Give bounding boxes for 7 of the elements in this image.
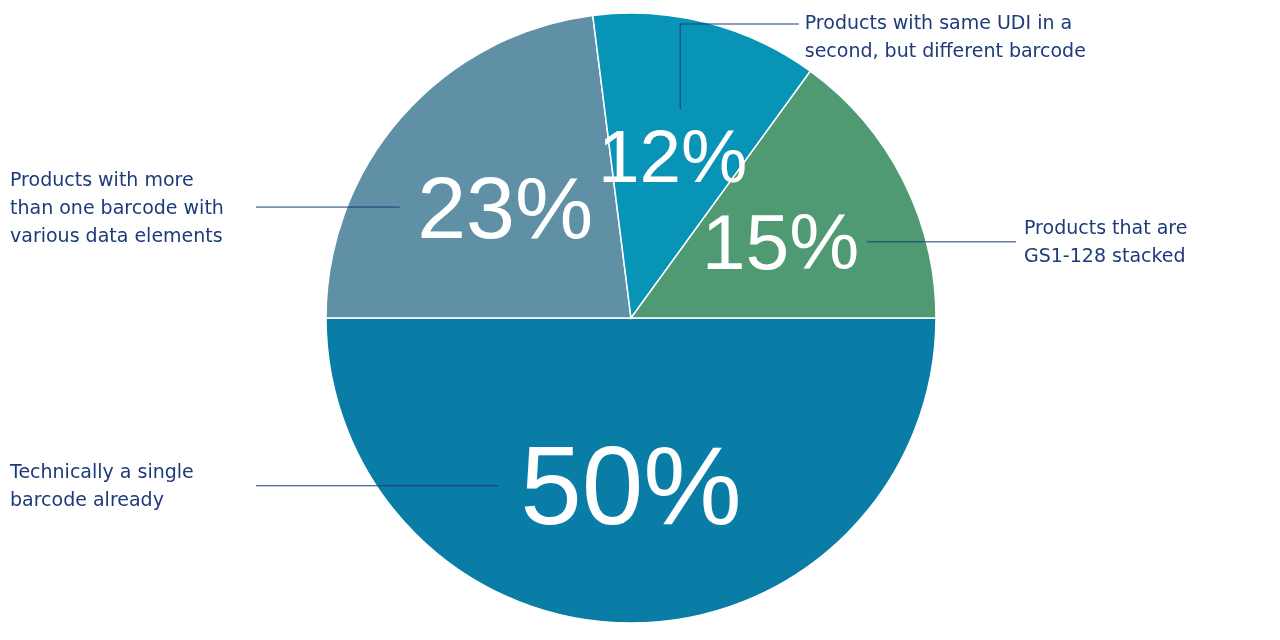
data-label: 15% [701, 198, 860, 287]
slice-label: Products with same UDI in a second, but different barcode [804, 10, 1086, 61]
data-label: 23% [417, 157, 594, 257]
slice-label: Products with more than one barcode with various data elements [10, 167, 224, 246]
slice-label: Products that are GS1-128 stacked [1024, 216, 1188, 267]
data-label: 50% [520, 424, 742, 548]
slice-label: Technically a single barcode already [9, 460, 194, 511]
